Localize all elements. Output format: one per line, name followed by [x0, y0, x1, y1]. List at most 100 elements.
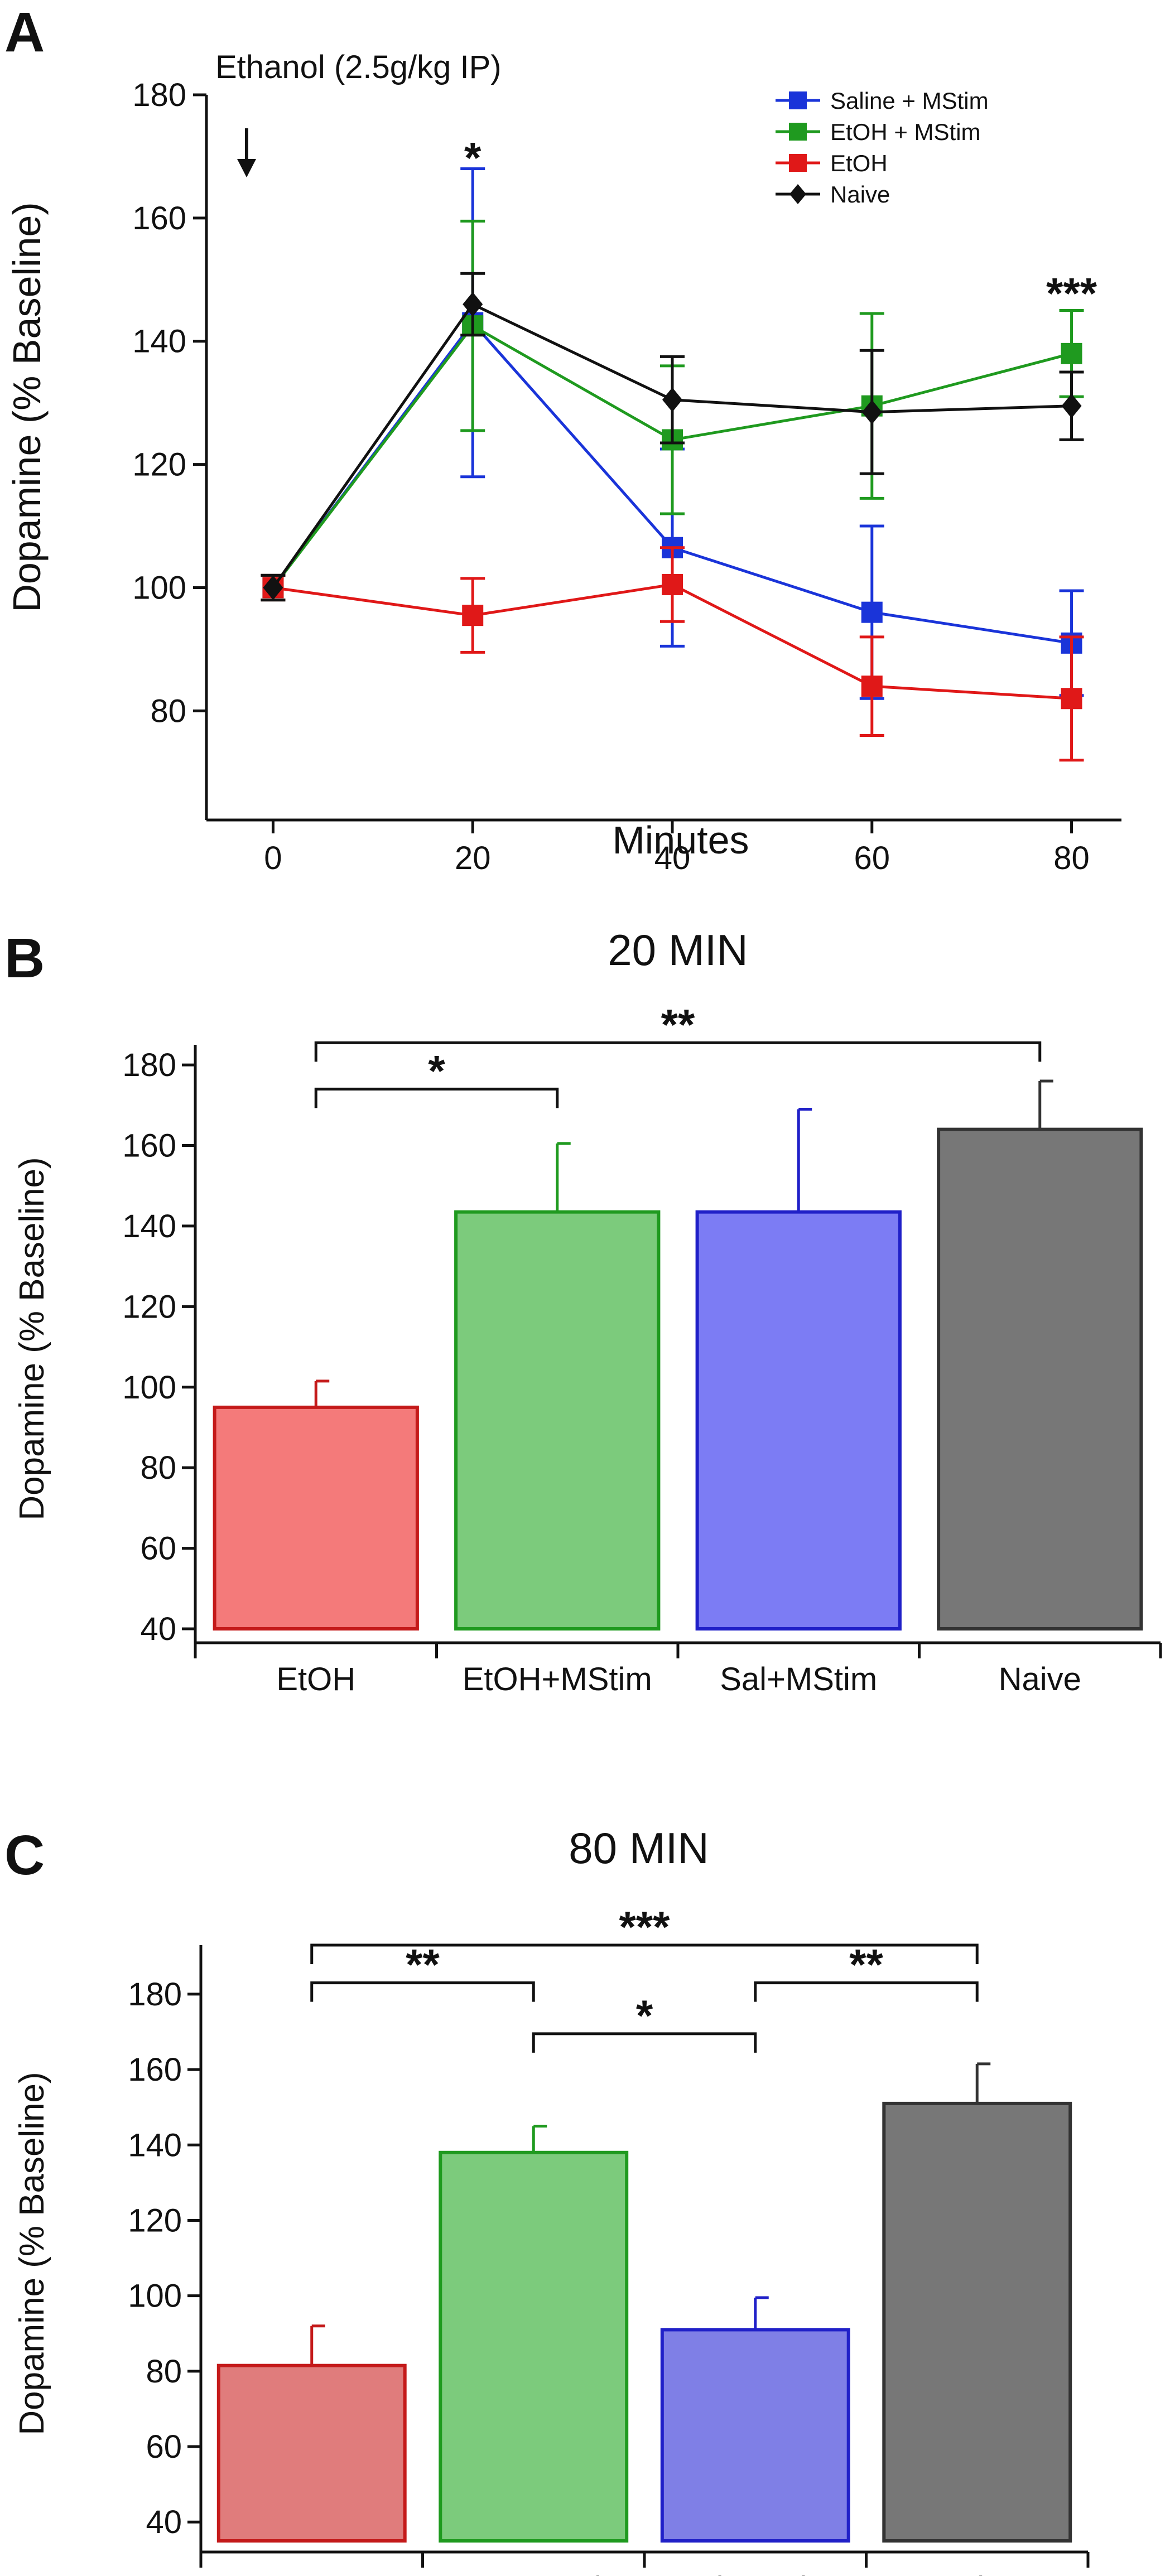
y-tick-label: 160: [128, 2052, 182, 2088]
legend-marker: [789, 123, 807, 141]
legend-marker: [789, 154, 807, 172]
y-tick-label: 100: [128, 2278, 182, 2314]
x-tick-label: 80: [1053, 840, 1090, 876]
data-point: [1061, 393, 1082, 418]
data-point: [1061, 342, 1082, 364]
significance-bracket: *: [314, 1046, 559, 1108]
bar-naive: Naive: [882, 2062, 1072, 2576]
category-label: Naive: [936, 2570, 1018, 2576]
bracket-line: [754, 1981, 979, 2002]
significance-marker: **: [406, 1940, 440, 1989]
category-label: EtOH+MStim: [439, 2570, 628, 2576]
category-label: Sal+MStim: [720, 1661, 877, 1697]
data-point: [861, 601, 883, 623]
axes-c: 40 60 80 100 120 140 160 180: [128, 1945, 1090, 2568]
x-tick-label: 40: [654, 840, 691, 876]
y-tick-label: 80: [140, 1450, 176, 1486]
bar-etoh-mstim: EtOH+MStim: [439, 2124, 628, 2576]
bar-etoh-mstim: EtOH+MStim: [454, 1142, 661, 1697]
y-tick-label: 120: [122, 1289, 176, 1325]
category-label: Naive: [999, 1661, 1081, 1697]
legend-item: EtOH + MStim: [776, 119, 981, 145]
y-tick-label: 80: [150, 693, 186, 729]
axes-b: 40 60 80 100 120 140 160 180: [122, 1045, 1162, 1658]
category-label: EtOH: [272, 2570, 352, 2576]
bar: [213, 1405, 419, 1630]
x-axis-label-a: Minutes: [612, 818, 749, 862]
y-axis-label-c: Dopamine (% Baseline): [13, 2072, 51, 2435]
y-axis-label-b: Dopamine (% Baseline): [13, 1157, 51, 1520]
y-tick-label: 40: [146, 2504, 182, 2540]
significance-c: ********: [310, 1902, 979, 2053]
bars-c: EtOH EtOH+MStim Sal+MStim Naive: [216, 2062, 1072, 2576]
significance-marker: *: [636, 1991, 653, 2040]
significance-marker: **: [849, 1940, 883, 1989]
significance-marker: ***: [1046, 268, 1097, 317]
bar: [937, 1127, 1143, 1631]
bar-sal-mstim: Sal+MStim: [695, 1108, 902, 1697]
category-label: EtOH+MStim: [463, 1661, 652, 1697]
axes-a: 80 100 120 140 160 180 0 20 40 60 80: [132, 77, 1121, 876]
chart-title-b: 20 MIN: [608, 925, 748, 975]
bracket-line: [314, 1041, 1042, 1062]
significance-marker: **: [661, 1000, 695, 1049]
bar-naive: Naive: [937, 1079, 1143, 1697]
y-tick-label: 160: [132, 200, 186, 237]
bar: [882, 2101, 1072, 2543]
y-tick-label: 120: [128, 2202, 182, 2239]
y-tick-label: 140: [132, 324, 186, 360]
bar: [695, 1210, 902, 1631]
legend-marker: [789, 91, 807, 109]
y-tick-label: 180: [122, 1047, 176, 1083]
bar: [216, 2363, 407, 2543]
y-tick-label: 180: [128, 1976, 182, 2013]
y-tick-label: 120: [132, 447, 186, 483]
significance-marker: *: [464, 133, 482, 182]
data-point: [462, 605, 484, 626]
bar-etoh: EtOH: [213, 1379, 419, 1697]
significance-bracket: **: [314, 1000, 1042, 1062]
legend-label: EtOH + MStim: [830, 119, 981, 145]
data-point: [861, 676, 883, 697]
x-tick-label: 0: [264, 840, 282, 876]
legend-item: EtOH: [776, 150, 888, 176]
legend-marker: [789, 184, 806, 204]
series-etoh: [261, 546, 1084, 762]
bracket-line: [310, 1943, 979, 1964]
y-tick-label: 80: [146, 2353, 182, 2390]
panel-a-line-chart: A Ethanol (2.5g/kg IP) Dopamine (% Basel…: [4, 1, 1121, 876]
y-tick-label: 100: [132, 570, 186, 606]
panel-c-bar-chart: C 80 MIN Dopamine (% Baseline) 40 60 80 100…: [4, 1824, 1090, 2576]
bars-b: EtOH EtOH+MStim Sal+MStim Naive: [213, 1079, 1143, 1697]
y-tick-label: 140: [128, 2127, 182, 2163]
series-a: [261, 167, 1084, 762]
chart-title-c: 80 MIN: [569, 1824, 709, 1873]
legend-label: EtOH: [830, 150, 888, 176]
x-tick-label: 20: [455, 840, 491, 876]
significance-b: ***: [314, 1000, 1042, 1108]
panel-letter-b: B: [4, 927, 45, 990]
data-point: [1061, 688, 1082, 710]
category-label: Sal+MStim: [677, 2570, 834, 2576]
significance-bracket: *: [532, 1991, 757, 2053]
bar: [660, 2328, 850, 2543]
significance-bracket: **: [754, 1940, 979, 2002]
bracket-line: [532, 2032, 757, 2053]
y-tick-label: 40: [140, 1611, 176, 1647]
y-tick-label: 60: [140, 1531, 176, 1567]
category-label: EtOH: [276, 1661, 355, 1697]
bar: [454, 1210, 661, 1631]
panel-letter-c: C: [4, 1824, 45, 1887]
significance-a: ****: [464, 133, 1097, 317]
y-tick-label: 180: [132, 77, 186, 113]
bar-sal-mstim: Sal+MStim: [660, 2296, 850, 2576]
bar-etoh: EtOH: [216, 2324, 407, 2576]
x-tick-label: 60: [854, 840, 890, 876]
significance-bracket: **: [310, 1940, 535, 2002]
significance-marker: ***: [619, 1902, 670, 1951]
panel-letter-a: A: [4, 1, 45, 64]
bracket-line: [310, 1981, 535, 2002]
data-point: [662, 387, 682, 412]
data-point: [263, 575, 283, 600]
